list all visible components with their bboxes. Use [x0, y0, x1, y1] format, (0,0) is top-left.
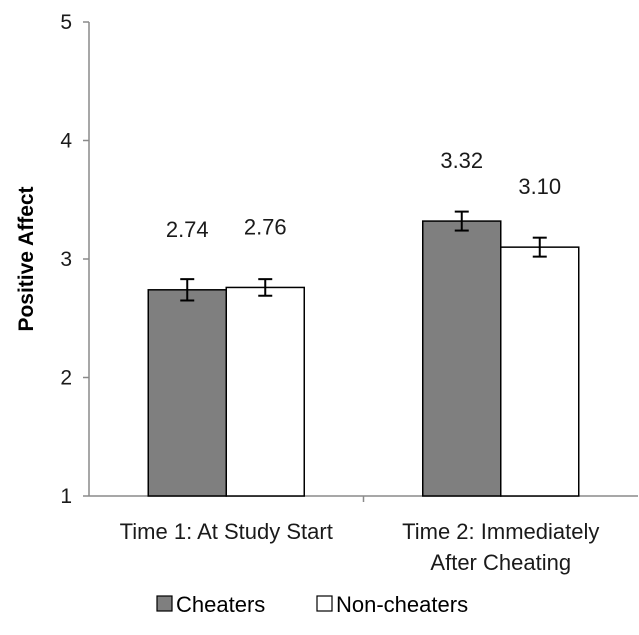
data-label: 3.32 [440, 148, 483, 173]
y-tick-label: 5 [60, 11, 72, 34]
bar [225, 286, 305, 497]
legend: Cheaters Non-cheaters [156, 592, 468, 617]
x-category-label: Time 1: At Study Start [120, 519, 333, 544]
legend-label: Cheaters [176, 592, 265, 617]
data-label: 2.76 [244, 214, 287, 239]
x-category-label: After Cheating [430, 550, 571, 575]
y-axis-title: Positive Affect [15, 186, 38, 331]
legend-label: Non-cheaters [336, 592, 468, 617]
y-tick-label: 2 [60, 367, 72, 390]
legend-swatch [156, 595, 173, 612]
labels: 2.74 2.76 Time 1: At Study Start 3.32 3.10 Ti… [120, 148, 600, 575]
y-tick-label: 4 [60, 130, 72, 153]
bar [147, 289, 227, 497]
bar [500, 246, 580, 497]
bars [147, 210, 580, 497]
bar [422, 220, 502, 497]
legend-swatch [316, 595, 333, 612]
data-label: 3.10 [518, 174, 561, 199]
y-tick-label: 1 [60, 485, 72, 508]
data-label: 2.74 [166, 217, 209, 242]
y-tick-label: 3 [60, 248, 72, 271]
x-category-label: Time 2: Immediately [402, 519, 599, 544]
